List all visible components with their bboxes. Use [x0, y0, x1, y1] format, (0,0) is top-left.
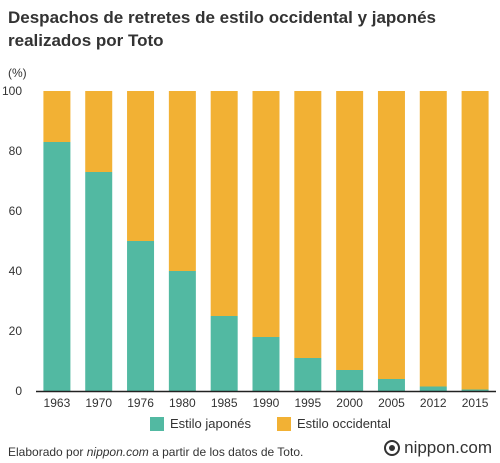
bar-segment-japanese: [294, 358, 322, 391]
bar-segment-japanese: [377, 379, 405, 391]
bar-segment-western: [168, 91, 196, 271]
x-tick-label: 2000: [336, 396, 363, 410]
chart-title: Despachos de retretes de estilo occident…: [8, 8, 436, 50]
bar-segment-japanese: [43, 142, 71, 391]
y-tick-label: 100: [2, 84, 22, 98]
source-note: Elaborado por nippon.com a partir de los…: [8, 445, 303, 459]
bar-segment-western: [377, 91, 405, 379]
bar-segment-western: [336, 91, 364, 370]
bar-segment-western: [419, 91, 447, 387]
bar-segment-western: [127, 91, 155, 241]
brand-name: nippon.com: [404, 438, 492, 457]
bar-segment-japanese: [127, 241, 155, 391]
source-site: nippon.com: [86, 445, 149, 459]
x-tick-label: 2012: [420, 396, 447, 410]
bar-segment-japanese: [85, 172, 113, 391]
x-tick-label: 1963: [44, 396, 71, 410]
bar-segment-japanese: [168, 271, 196, 391]
x-tick-label: 1976: [127, 396, 154, 410]
bar-segment-japanese: [210, 316, 238, 391]
x-tick-label: 1990: [253, 396, 280, 410]
legend-swatch-western: [276, 416, 291, 431]
y-tick-label: 40: [9, 264, 23, 278]
bar-segment-western: [294, 91, 322, 358]
bar-segment-japanese: [419, 386, 447, 391]
bar-segment-western: [43, 91, 71, 142]
y-tick-label: 20: [9, 324, 23, 338]
bar-segment-western: [210, 91, 238, 316]
chart-legend: Estilo japonés Estilo occidental: [150, 416, 417, 431]
x-tick-label: 2015: [462, 396, 489, 410]
bar-segment-japanese: [461, 389, 489, 391]
brand-circle-icon: [384, 440, 401, 456]
x-tick-label: 1995: [294, 396, 321, 410]
legend-item-japanese: Estilo japonés: [150, 416, 251, 431]
y-tick-label: 0: [15, 384, 22, 398]
bar-segment-western: [252, 91, 280, 337]
bar-segment-japanese: [252, 337, 280, 391]
legend-item-western: Estilo occidental: [276, 416, 391, 431]
brand-logo: nippon.com: [384, 438, 492, 458]
legend-label-western: Estilo occidental: [296, 416, 391, 431]
x-tick-label: 1985: [211, 396, 238, 410]
y-tick-label: 60: [9, 204, 23, 218]
bar-segment-western: [461, 91, 489, 390]
source-prefix: Elaborado por: [8, 445, 87, 459]
x-tick-label: 1980: [169, 396, 196, 410]
y-tick-label: 80: [9, 144, 23, 158]
y-axis-unit-label: (%): [8, 66, 27, 80]
legend-swatch-japanese: [150, 416, 164, 431]
source-suffix: a partir de los datos de Toto.: [148, 445, 304, 459]
x-tick-label: 1970: [85, 396, 112, 410]
bar-segment-western: [85, 91, 113, 172]
x-tick-label: 2005: [378, 396, 405, 410]
bar-segment-japanese: [336, 370, 364, 391]
legend-label-japanese: Estilo japonés: [170, 416, 251, 431]
